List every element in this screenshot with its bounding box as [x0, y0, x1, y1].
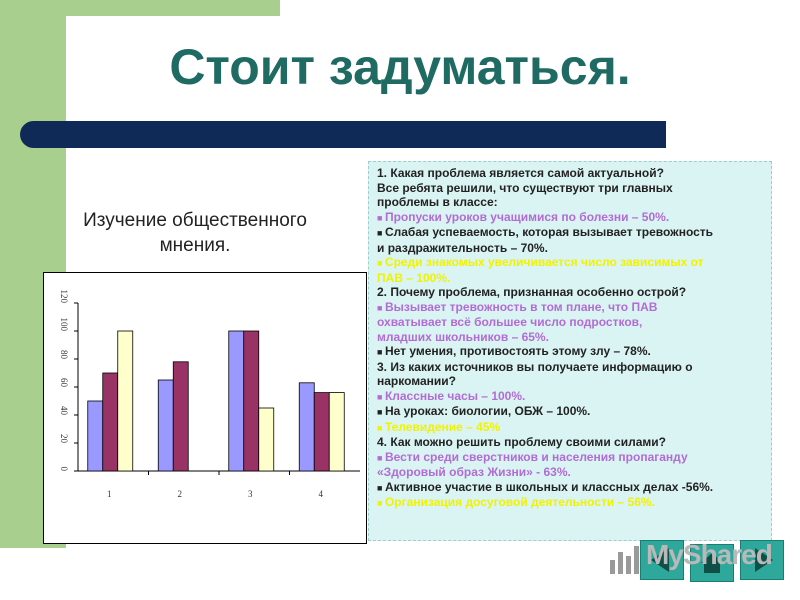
- bullet-icon: ■: [377, 347, 385, 357]
- subtitle-line-1: Изучение общественного: [83, 210, 307, 231]
- title-area: [66, 16, 800, 140]
- panel-line-text: и раздражительность – 70%.: [377, 240, 548, 255]
- panel-line-text: младших школьников – 65%.: [377, 329, 549, 344]
- panel-line: ■ Организация досуговой деятельности – 5…: [377, 495, 763, 511]
- bar-chart-svg: 0 20 40 60 80 100 120 1 2 3 4: [59, 290, 360, 499]
- panel-line: ПАВ – 100%.: [377, 271, 763, 286]
- panel-line-text: 4. Как можно решить проблему своими сила…: [377, 435, 666, 449]
- bar: [228, 330, 245, 472]
- y-tick-label: 40: [59, 406, 69, 416]
- y-tick-label: 0: [59, 467, 69, 472]
- arrow-right-icon: [755, 548, 773, 572]
- myshared-logo: [608, 538, 783, 580]
- panel-line-text: охватывает всё большее число подростков,: [377, 315, 643, 329]
- bullet-icon: ■: [377, 258, 385, 268]
- panel-line-text: проблемы в классе:: [377, 195, 498, 209]
- bar: [313, 392, 330, 472]
- bar: [157, 379, 174, 472]
- panel-line: ■ Пропуски уроков учащимися по болезни –…: [377, 210, 763, 226]
- bar: [117, 330, 134, 472]
- bullet-icon: ■: [377, 407, 385, 417]
- slide-subtitle: Изучение общественного мнения.: [60, 208, 330, 258]
- panel-line-text: 1. Какая проблема является самой актуаль…: [377, 166, 664, 180]
- subtitle-line-2: мнения.: [159, 235, 231, 256]
- bullet-icon: ■: [377, 302, 385, 313]
- panel-line-text: Слабая успеваемость, которая вызывает тр…: [384, 225, 714, 239]
- y-tick-label: 20: [59, 434, 69, 444]
- home-icon: [701, 553, 723, 573]
- y-tick-label: 120: [59, 290, 69, 304]
- panel-line-text: «Здоровый образ Жизни» - 63%.: [377, 465, 571, 479]
- y-tick-label: 100: [59, 318, 69, 332]
- bar: [172, 361, 189, 472]
- survey-results-panel: 1. Какая проблема является самой актуаль…: [368, 161, 772, 541]
- x-tick-label: 4: [319, 489, 324, 499]
- bar: [102, 372, 119, 472]
- panel-line-text: Организация досуговой деятельности – 56%…: [384, 495, 655, 509]
- panel-line: наркомании?: [377, 374, 763, 389]
- panel-line: ■ Вызывает тревожность в том плане, что …: [377, 300, 763, 316]
- panel-line-text: Нет умения, противостоять этому злу – 78…: [384, 344, 651, 358]
- panel-line-text: Вызывает тревожность в том плане, что ПА…: [384, 299, 658, 314]
- bullet-icon: ■: [377, 422, 385, 433]
- logo-text: MyShared: [646, 539, 773, 570]
- panel-line: ■ На уроках: биологии, ОБЖ – 100%.: [377, 404, 763, 420]
- panel-line: 2. Почему проблема, признанная особенно …: [377, 285, 763, 300]
- bullet-icon: ■: [377, 212, 385, 223]
- panel-line: ■ Классные часы – 100%.: [377, 389, 763, 405]
- panel-line: Все ребята решили, что существуют три гл…: [377, 181, 763, 196]
- panel-line-text: На уроках: биологии, ОБЖ – 100%.: [384, 404, 591, 418]
- panel-line: 4. Как можно решить проблему своими сила…: [377, 435, 763, 450]
- decorative-band-top: [0, 0, 280, 16]
- x-tick-label: 3: [248, 489, 253, 499]
- panel-line-text: 3. Из каких источников вы получаете инфо…: [377, 359, 693, 374]
- bar: [328, 392, 345, 472]
- panel-line-text: 2. Почему проблема, признанная особенно …: [377, 285, 687, 299]
- bullet-icon: ■: [377, 228, 385, 238]
- arrow-left-icon: [651, 548, 669, 572]
- bullet-icon: ■: [377, 498, 385, 508]
- panel-line-text: Вести среди сверстников и населения проп…: [384, 449, 688, 464]
- x-tick-label: 1: [107, 489, 112, 499]
- panel-line: 3. Из каких источников вы получаете инфо…: [377, 360, 763, 375]
- panel-line-text: Все ребята решили, что существуют три гл…: [377, 180, 673, 195]
- bullet-icon: ■: [377, 482, 385, 493]
- panel-line-text: Телевидение – 45%: [384, 419, 501, 434]
- panel-line: ■ Среди знакомых увеличивается число зав…: [377, 255, 763, 271]
- panel-line-text: наркомании?: [377, 374, 456, 388]
- chart-logo-icon: [610, 546, 639, 574]
- panel-line: проблемы в классе:: [377, 195, 763, 210]
- panel-line: и раздражительность – 70%.: [377, 241, 763, 256]
- panel-line: 1. Какая проблема является самой актуаль…: [377, 166, 763, 181]
- home-button[interactable]: [690, 544, 734, 582]
- bar: [258, 407, 275, 472]
- panel-line-text: Среди знакомых увеличивается число завис…: [384, 255, 704, 269]
- bar: [298, 382, 315, 472]
- panel-line: ■ Слабая успеваемость, которая вызывает …: [377, 225, 763, 241]
- panel-line-text: ПАВ – 100%.: [377, 270, 451, 285]
- panel-line: охватывает всё большее число подростков,: [377, 315, 763, 330]
- bar: [243, 330, 260, 472]
- x-tick-label: 2: [178, 489, 183, 499]
- panel-line-text: Активное участие в школьных и классных д…: [384, 479, 714, 494]
- panel-line: ■ Телевидение – 45%: [377, 420, 763, 436]
- panel-line: ■ Нет умения, противостоять этому злу – …: [377, 344, 763, 360]
- prev-slide-button[interactable]: [640, 540, 684, 580]
- next-slide-button[interactable]: [740, 540, 784, 580]
- panel-line: младших школьников – 65%.: [377, 330, 763, 345]
- y-tick-label: 60: [59, 378, 69, 388]
- panel-line-text: Классные часы – 100%.: [384, 388, 526, 403]
- panel-line: ■ Активное участие в школьных и классных…: [377, 480, 763, 496]
- panel-line: «Здоровый образ Жизни» - 63%.: [377, 465, 763, 480]
- slide-title: Стоит задуматься.: [169, 39, 631, 95]
- panel-line-text: Пропуски уроков учащимися по болезни – 5…: [384, 209, 670, 224]
- bar-chart: 0 20 40 60 80 100 120 1 2 3 4: [43, 272, 367, 544]
- panel-line: ■ Вести среди сверстников и населения пр…: [377, 450, 763, 466]
- title-underline-bar: [20, 121, 666, 148]
- y-tick-label: 80: [59, 350, 69, 360]
- bullet-icon: ■: [377, 391, 385, 402]
- bar: [87, 400, 104, 472]
- bullet-icon: ■: [377, 452, 385, 463]
